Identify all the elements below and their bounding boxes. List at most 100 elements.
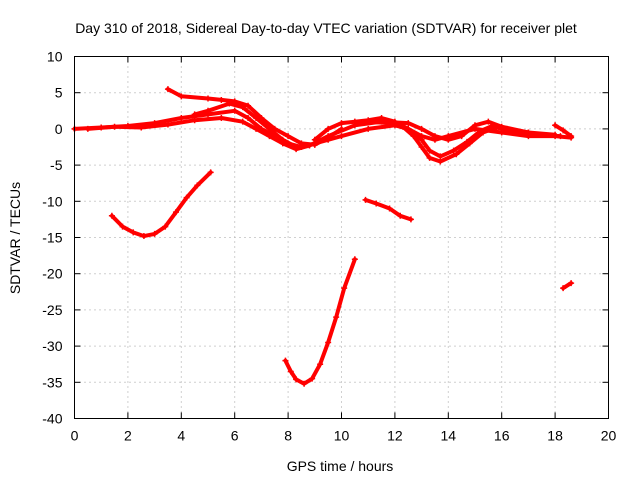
series-point <box>418 125 425 132</box>
series-point <box>151 230 158 237</box>
y-tick-label: 5 <box>55 85 63 101</box>
series-point <box>325 125 332 132</box>
series-point <box>287 368 294 375</box>
series-point <box>311 136 318 143</box>
series-point <box>226 100 233 107</box>
series-line-arc-small <box>363 197 413 222</box>
y-tick-label: -40 <box>42 411 62 427</box>
series-point <box>207 169 214 176</box>
series-point <box>325 339 332 346</box>
series-point <box>338 133 345 140</box>
y-tick-label: -30 <box>42 338 62 354</box>
series-point <box>239 104 246 111</box>
series-point <box>239 118 246 125</box>
x-tick-label: 18 <box>547 428 563 444</box>
series-point <box>493 124 500 131</box>
x-tick-label: 12 <box>387 428 403 444</box>
series-point <box>485 118 492 125</box>
series-point <box>311 141 318 148</box>
series-point <box>338 125 345 132</box>
series-point <box>111 123 118 130</box>
chart-title: Day 310 of 2018, Sidereal Day-to-day VTE… <box>75 20 577 36</box>
series-point <box>253 115 260 122</box>
series-point <box>351 256 358 263</box>
series-point <box>178 115 185 122</box>
x-tick-label: 10 <box>334 428 350 444</box>
series-point <box>194 182 201 189</box>
series-point <box>365 125 372 132</box>
series-point <box>386 205 393 212</box>
series-point <box>282 357 289 364</box>
series-point <box>560 127 567 134</box>
series-point <box>317 361 324 368</box>
series-point <box>266 125 273 132</box>
series-point <box>458 133 465 140</box>
series-point <box>84 125 91 132</box>
series-point <box>373 200 380 207</box>
y-tick-label: -25 <box>42 302 62 318</box>
y-tick-label: 0 <box>55 121 63 137</box>
series-point <box>397 212 404 219</box>
series-point <box>172 209 179 216</box>
series-point <box>119 223 126 230</box>
series-point <box>130 229 137 236</box>
series-point <box>530 131 537 138</box>
y-tick-label: -15 <box>42 230 62 246</box>
y-tick-label: -20 <box>42 266 62 282</box>
series-point <box>325 134 332 141</box>
series-point <box>445 136 452 143</box>
series-line-arc-upper-b <box>192 101 299 149</box>
y-axis-label: SDTVAR / TECUs <box>7 182 23 294</box>
x-tick-labels: 0 2 4 6 8 10 12 14 16 18 20 <box>71 428 617 444</box>
series-point <box>293 376 300 383</box>
series-point <box>140 233 147 240</box>
series-point <box>407 216 414 223</box>
series-point <box>183 194 190 201</box>
series-point <box>178 93 185 100</box>
series-point <box>362 196 369 203</box>
series-point <box>351 118 358 125</box>
series-point <box>231 107 238 114</box>
series-point <box>298 140 305 147</box>
series-point <box>431 133 438 140</box>
x-tick-label: 8 <box>284 428 292 444</box>
series-point <box>453 151 460 158</box>
series-line-arc-left <box>109 170 213 239</box>
series-point <box>506 127 513 134</box>
series-point <box>191 117 198 124</box>
series-point <box>301 380 308 387</box>
series-point <box>205 107 211 114</box>
series-point <box>480 129 487 136</box>
series-point <box>245 115 252 122</box>
y-tick-labels: 10 5 0 -5 -10 -15 -20 -25 -30 -35 -40 <box>42 49 62 427</box>
y-tick-label: -10 <box>42 193 62 209</box>
series-point <box>418 136 425 143</box>
series-point <box>164 121 171 128</box>
series-point <box>560 285 567 292</box>
series-point <box>568 133 575 140</box>
series-point <box>266 133 273 140</box>
series-point <box>253 125 260 132</box>
series-point <box>437 158 444 165</box>
series-layer <box>71 86 575 387</box>
series-point <box>386 120 393 127</box>
series-point <box>426 154 433 161</box>
series-point <box>162 223 169 230</box>
series-point <box>338 120 345 127</box>
series-point <box>218 115 225 122</box>
series-line-arc-v <box>283 257 357 386</box>
x-tick-label: 4 <box>177 428 185 444</box>
x-tick-label: 0 <box>71 428 79 444</box>
series-point <box>437 153 444 160</box>
series-point <box>557 133 564 140</box>
series-point <box>191 111 198 118</box>
series-point <box>418 144 425 150</box>
series-point <box>164 86 171 93</box>
y-tick-label: 10 <box>47 49 63 65</box>
x-tick-label: 6 <box>231 428 239 444</box>
x-tick-label: 16 <box>494 428 510 444</box>
series-point <box>341 285 348 292</box>
series-line-arc-dot <box>561 281 574 291</box>
series-point <box>472 122 478 129</box>
